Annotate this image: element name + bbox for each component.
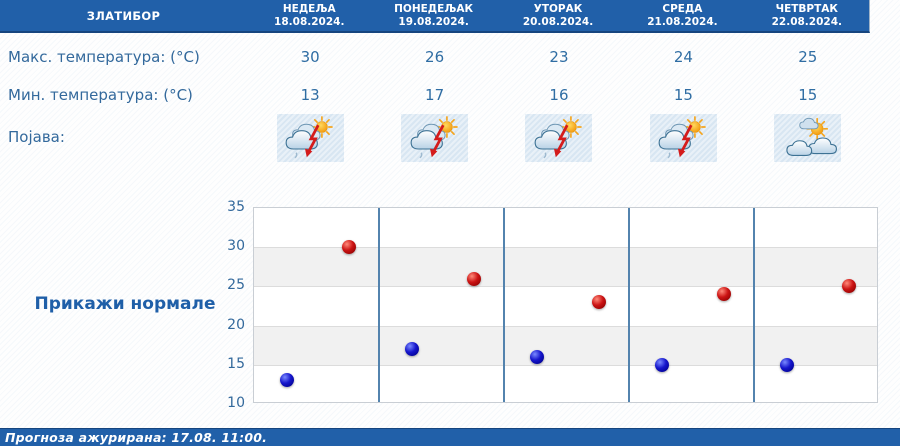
min-temp-point [529,349,544,364]
day-header-4: СРЕДА 21.08.2024. [620,0,744,31]
max-temperature-row: Макс. температура: (°C) 30 26 23 24 25 [0,44,870,70]
day-separator [503,208,505,402]
y-axis-tick-label: 10 [227,395,245,411]
max-temp-value: 26 [425,48,445,66]
shaded-band [254,247,877,287]
day-name: СРЕДА [662,2,703,15]
weather-icon-thunder-sun [649,114,717,162]
station-name: ЗЛАТИБОР [86,8,161,23]
gridline [254,247,877,249]
day-header-2: ПОНЕДЕЉАК 19.08.2024. [371,0,495,31]
min-temp-value: 16 [549,86,569,104]
weather-icon-thunder-sun [525,114,593,162]
min-temp-point [654,357,669,372]
max-temp-point [342,240,356,255]
weather-icon-cell [248,112,372,162]
day-name: ЧЕТВРТАК [775,2,838,15]
day-header-1: НЕДЕЉА 18.08.2024. [247,0,371,31]
weather-icon-thunder-sun [276,114,344,162]
show-normals-link[interactable]: Прикажи нормале [34,294,216,314]
max-temp-value: 23 [549,48,569,66]
min-temp-label: Мин. температура: (°C) [8,86,193,104]
day-header-3: УТОРАК 20.08.2024. [496,0,620,31]
temperature-chart: 10 15 20 25 30 35 [209,199,879,411]
min-temp-value: 17 [425,86,445,104]
day-date: 22.08.2024. [771,15,843,28]
day-separator [628,208,630,402]
phenomenon-label: Појава: [8,128,65,146]
day-headers: НЕДЕЉА 18.08.2024. ПОНЕДЕЉАК 19.08.2024. УТО… [247,0,869,31]
day-separator [753,208,755,402]
max-temp-values: 30 26 23 24 25 [248,48,870,66]
weather-icon-thunder-sun [401,114,469,162]
day-date: 19.08.2024. [398,15,469,28]
day-name: НЕДЕЉА [282,2,336,15]
min-temperature-row: Мин. температура: (°C) 13 17 16 15 15 [0,82,870,108]
day-date: 20.08.2024. [522,15,594,28]
y-axis-tick-label: 20 [227,316,245,333]
gridline [254,286,877,288]
max-temp-point [842,279,856,294]
forecast-updated-text: Прогноза ажурирана: 17.08. 11:00. [5,430,268,445]
day-header-5: ЧЕТВРТАК 22.08.2024. [745,0,869,31]
max-temp-value: 24 [673,48,693,66]
footer-bar: Прогноза ажурирана: 17.08. 11:00. [0,428,900,446]
min-temp-point [279,373,294,388]
min-temp-point [779,357,794,372]
weather-icon-cell [372,112,496,162]
day-name: ПОНЕДЕЉАК [394,2,474,15]
max-temp-value: 30 [300,48,320,66]
y-axis-tick-label: 15 [227,355,245,372]
y-axis-tick-label: 25 [227,277,245,294]
min-temp-value: 13 [300,86,320,104]
y-axis-tick-label: 35 [227,199,245,215]
phenomenon-row: Појава: [0,111,870,163]
weather-icon-cell [497,112,621,162]
day-date: 21.08.2024. [647,15,718,28]
weather-icons [248,112,870,162]
day-name: УТОРАК [533,2,583,15]
max-temp-point [592,295,606,310]
day-separator [378,208,380,402]
min-temp-values: 13 17 16 15 15 [248,86,870,104]
max-temp-value: 25 [798,48,818,66]
max-temp-point [717,287,731,302]
shaded-band [254,325,877,365]
weather-icon-partly-cloudy [774,114,842,162]
max-temp-label: Макс. температура: (°C) [8,48,200,66]
weather-icon-cell [621,112,745,162]
y-axis-tick-label: 30 [227,238,245,255]
gridline [254,364,877,366]
gridline [254,325,877,327]
min-temp-value: 15 [673,86,693,104]
day-date: 18.08.2024. [274,15,345,28]
plot-area [253,207,878,403]
weather-icon-cell [746,112,870,162]
min-temp-value: 15 [798,86,818,104]
max-temp-point [467,271,481,286]
min-temp-point [404,342,419,357]
table-header: ЗЛАТИБОР НЕДЕЉА 18.08.2024. ПОНЕДЕЉАК 19.08… [0,0,870,33]
